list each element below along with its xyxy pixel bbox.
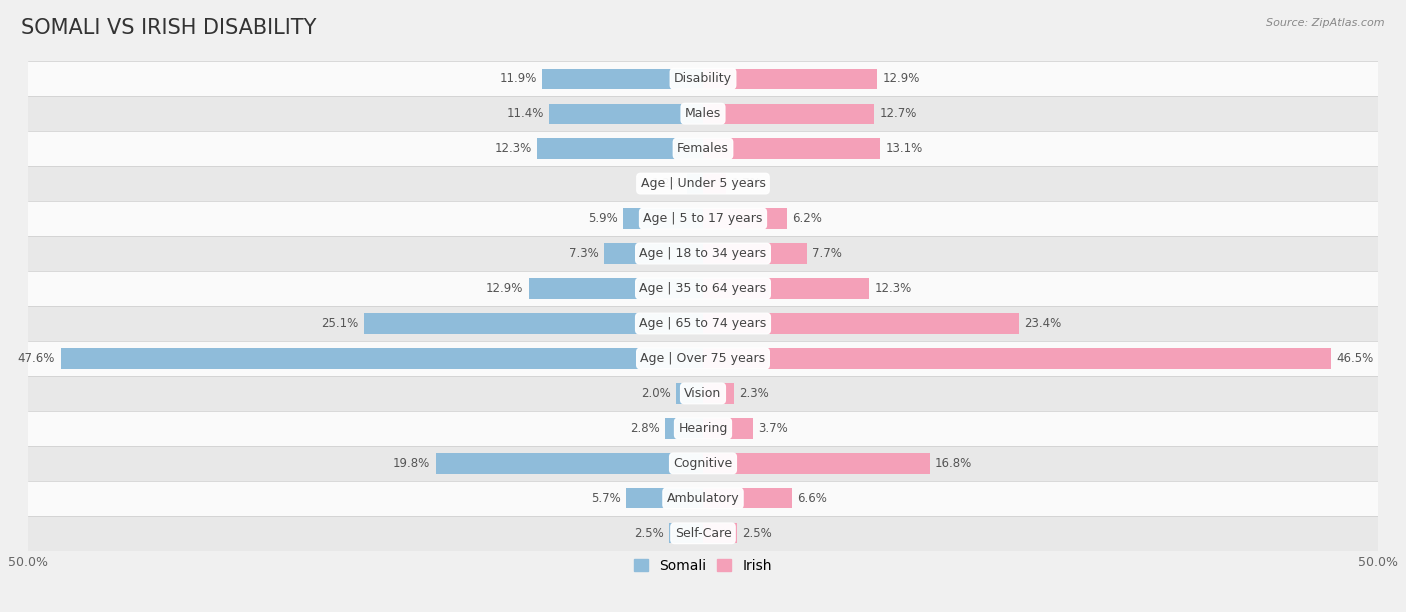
- Bar: [686, 173, 703, 194]
- Text: Age | 65 to 74 years: Age | 65 to 74 years: [640, 317, 766, 330]
- Text: Hearing: Hearing: [678, 422, 728, 435]
- Text: 16.8%: 16.8%: [935, 457, 973, 470]
- Bar: [28, 131, 1378, 166]
- Text: 7.3%: 7.3%: [569, 247, 599, 260]
- Text: 13.1%: 13.1%: [886, 142, 922, 155]
- Text: 5.7%: 5.7%: [591, 492, 620, 505]
- Bar: [703, 418, 754, 439]
- Bar: [703, 278, 869, 299]
- Text: 5.9%: 5.9%: [588, 212, 619, 225]
- Text: 6.2%: 6.2%: [792, 212, 823, 225]
- Text: Cognitive: Cognitive: [673, 457, 733, 470]
- Bar: [605, 244, 703, 264]
- Bar: [28, 166, 1378, 201]
- Bar: [703, 313, 1019, 334]
- Text: Age | 5 to 17 years: Age | 5 to 17 years: [644, 212, 762, 225]
- Bar: [537, 138, 703, 159]
- Bar: [703, 383, 734, 403]
- Bar: [703, 103, 875, 124]
- Text: 12.9%: 12.9%: [486, 282, 523, 295]
- Text: Age | Under 5 years: Age | Under 5 years: [641, 177, 765, 190]
- Text: 6.6%: 6.6%: [797, 492, 827, 505]
- Bar: [28, 341, 1378, 376]
- Text: Self-Care: Self-Care: [675, 527, 731, 540]
- Bar: [28, 446, 1378, 481]
- Text: 2.8%: 2.8%: [630, 422, 659, 435]
- Text: 1.7%: 1.7%: [731, 177, 761, 190]
- Bar: [669, 523, 703, 543]
- Bar: [364, 313, 703, 334]
- Bar: [703, 348, 1330, 368]
- Bar: [28, 61, 1378, 96]
- Bar: [703, 138, 880, 159]
- Text: Females: Females: [678, 142, 728, 155]
- Bar: [60, 348, 703, 368]
- Text: SOMALI VS IRISH DISABILITY: SOMALI VS IRISH DISABILITY: [21, 18, 316, 39]
- Text: 23.4%: 23.4%: [1024, 317, 1062, 330]
- Text: 2.5%: 2.5%: [742, 527, 772, 540]
- Bar: [623, 209, 703, 229]
- Bar: [28, 306, 1378, 341]
- Text: Vision: Vision: [685, 387, 721, 400]
- Text: 12.7%: 12.7%: [880, 107, 917, 120]
- Text: Disability: Disability: [673, 72, 733, 85]
- Legend: Somali, Irish: Somali, Irish: [628, 553, 778, 578]
- Text: 11.4%: 11.4%: [506, 107, 544, 120]
- Bar: [28, 376, 1378, 411]
- Bar: [703, 453, 929, 474]
- Bar: [543, 69, 703, 89]
- Text: Source: ZipAtlas.com: Source: ZipAtlas.com: [1267, 18, 1385, 28]
- Text: 12.3%: 12.3%: [875, 282, 911, 295]
- Bar: [28, 481, 1378, 516]
- Bar: [28, 271, 1378, 306]
- Bar: [436, 453, 703, 474]
- Text: 2.3%: 2.3%: [740, 387, 769, 400]
- Text: Males: Males: [685, 107, 721, 120]
- Text: 2.0%: 2.0%: [641, 387, 671, 400]
- Text: Age | 35 to 64 years: Age | 35 to 64 years: [640, 282, 766, 295]
- Bar: [703, 173, 725, 194]
- Text: Ambulatory: Ambulatory: [666, 492, 740, 505]
- Text: Age | 18 to 34 years: Age | 18 to 34 years: [640, 247, 766, 260]
- Text: 25.1%: 25.1%: [322, 317, 359, 330]
- Bar: [703, 209, 787, 229]
- Text: Age | Over 75 years: Age | Over 75 years: [641, 352, 765, 365]
- Bar: [550, 103, 703, 124]
- Text: 2.5%: 2.5%: [634, 527, 664, 540]
- Text: 3.7%: 3.7%: [758, 422, 789, 435]
- Text: 47.6%: 47.6%: [18, 352, 55, 365]
- Bar: [626, 488, 703, 509]
- Bar: [28, 236, 1378, 271]
- Text: 12.9%: 12.9%: [883, 72, 920, 85]
- Bar: [676, 383, 703, 403]
- Text: 11.9%: 11.9%: [499, 72, 537, 85]
- Bar: [28, 96, 1378, 131]
- Text: 7.7%: 7.7%: [813, 247, 842, 260]
- Bar: [529, 278, 703, 299]
- Text: 19.8%: 19.8%: [394, 457, 430, 470]
- Text: 12.3%: 12.3%: [495, 142, 531, 155]
- Bar: [703, 523, 737, 543]
- Bar: [703, 488, 792, 509]
- Bar: [28, 201, 1378, 236]
- Bar: [703, 69, 877, 89]
- Bar: [703, 244, 807, 264]
- Bar: [28, 411, 1378, 446]
- Bar: [28, 516, 1378, 551]
- Text: 46.5%: 46.5%: [1336, 352, 1374, 365]
- Text: 1.2%: 1.2%: [651, 177, 682, 190]
- Bar: [665, 418, 703, 439]
